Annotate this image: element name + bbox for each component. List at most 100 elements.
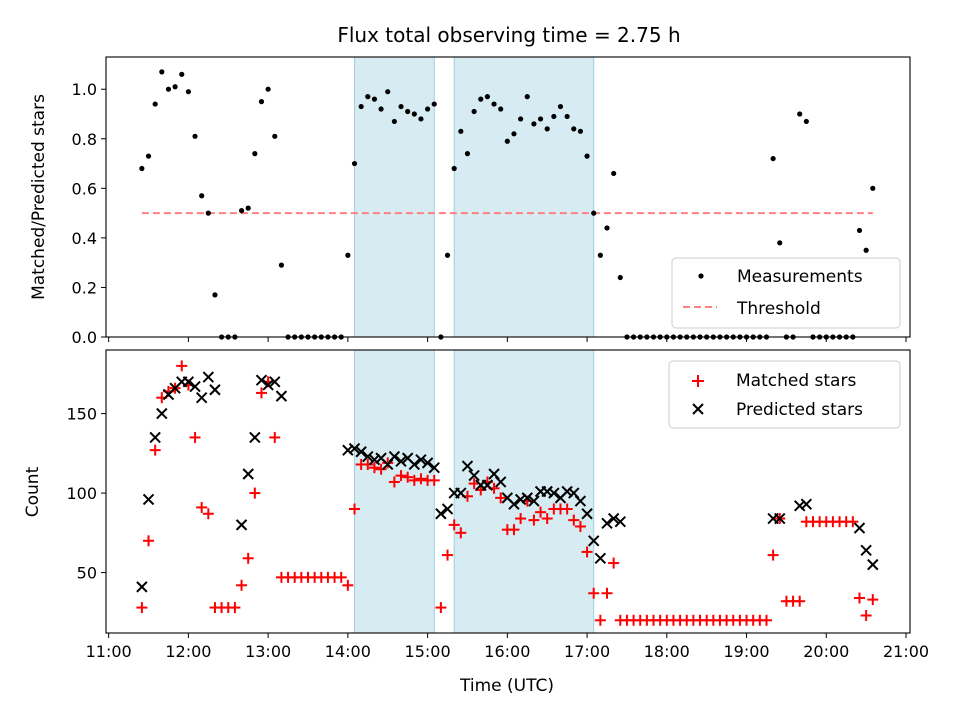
top-shaded-intervals bbox=[354, 56, 595, 338]
top-legend-box bbox=[671, 257, 901, 329]
predicted-star-point bbox=[428, 461, 440, 474]
predicted-star-point bbox=[156, 407, 168, 420]
bottom-y-tick-label: 150 bbox=[66, 405, 97, 424]
predicted-star-point bbox=[242, 468, 254, 480]
measurement-point bbox=[265, 86, 271, 92]
measurement-point bbox=[152, 101, 158, 107]
predicted-star-point bbox=[355, 446, 367, 458]
matched-star-point bbox=[136, 602, 148, 614]
matched-star-point bbox=[794, 595, 806, 607]
predicted-star-point bbox=[408, 458, 421, 471]
matched-star-point bbox=[515, 513, 527, 525]
measurement-point bbox=[444, 252, 451, 258]
measurement-point bbox=[172, 84, 178, 90]
bottom-panel: 11:00 12:00 13:00 14:00 15:00 16:00 17:00 18:00… bbox=[23, 349, 929, 696]
x-tick-label: 17:00 bbox=[564, 642, 610, 661]
matched-star-point bbox=[854, 592, 866, 604]
bottom-y-axis-label: Count bbox=[23, 466, 43, 517]
x-tick-label: 14:00 bbox=[325, 642, 371, 661]
x-tick-label: 20:00 bbox=[803, 642, 849, 661]
matched-star-point bbox=[574, 520, 586, 532]
measurement-point bbox=[431, 101, 437, 107]
matched-star-point bbox=[508, 524, 520, 536]
matched-star-point bbox=[561, 503, 573, 515]
measurement-point bbox=[185, 89, 191, 95]
chart-title: Flux total observing time = 2.75 h bbox=[337, 23, 680, 47]
predicted-stars-series bbox=[136, 371, 879, 593]
matched-star-point bbox=[242, 552, 254, 564]
legend-predicted-marker bbox=[692, 403, 704, 415]
matched-star-point bbox=[335, 571, 347, 583]
matched-star-point bbox=[382, 457, 394, 469]
matched-star-point bbox=[535, 506, 547, 518]
predicted-star-point bbox=[209, 384, 221, 396]
matched-star-point bbox=[176, 360, 188, 372]
top-y-axis-label: Matched/Predicted stars bbox=[29, 94, 49, 300]
predicted-star-point bbox=[860, 544, 872, 557]
predicted-star-point bbox=[202, 371, 215, 383]
predicted-star-point bbox=[388, 450, 401, 463]
matched-star-point bbox=[196, 501, 208, 513]
measurement-point bbox=[797, 111, 803, 117]
legend-measurements-label: Measurements bbox=[737, 267, 863, 287]
measurement-point bbox=[557, 103, 564, 110]
predicted-star-point bbox=[514, 493, 527, 506]
measurement-point bbox=[252, 151, 258, 157]
predicted-star-point bbox=[481, 479, 494, 491]
measurement-point bbox=[478, 96, 484, 102]
predicted-star-point bbox=[362, 450, 374, 463]
measurement-point bbox=[518, 116, 524, 122]
matched-star-point bbox=[760, 614, 772, 626]
predicted-star-point bbox=[461, 460, 474, 472]
measurement-point bbox=[544, 126, 550, 132]
predicted-star-point bbox=[455, 487, 467, 499]
measurement-point bbox=[278, 262, 285, 268]
measurement-point bbox=[358, 103, 364, 110]
predicted-star-point bbox=[521, 492, 533, 504]
measurement-point bbox=[471, 108, 477, 115]
measurement-point bbox=[856, 227, 863, 234]
matched-star-point bbox=[342, 579, 354, 591]
predicted-star-point bbox=[395, 455, 407, 467]
measurement-point bbox=[418, 116, 424, 122]
predicted-star-point bbox=[235, 519, 248, 531]
matched-star-point bbox=[189, 431, 201, 443]
matched-star-point bbox=[408, 474, 420, 486]
measurement-point bbox=[591, 210, 597, 216]
measurement-point bbox=[398, 103, 404, 110]
bottom-legend: Matched stars Predicted stars bbox=[668, 360, 901, 429]
matched-star-point bbox=[143, 535, 155, 547]
measurement-point bbox=[498, 106, 504, 112]
matched-star-point bbox=[860, 610, 872, 622]
measurement-point bbox=[378, 106, 384, 112]
x-tick-label: 13:00 bbox=[245, 642, 291, 661]
bottom-y-tick-label: 50 bbox=[77, 564, 97, 583]
measurement-point bbox=[405, 108, 411, 115]
bottom-axes-frame bbox=[105, 349, 911, 634]
measurement-point bbox=[863, 247, 869, 253]
predicted-star-point bbox=[588, 535, 600, 547]
matched-star-point bbox=[568, 514, 580, 526]
measurement-point bbox=[617, 274, 623, 281]
matched-star-point bbox=[402, 471, 414, 483]
predicted-star-point bbox=[468, 469, 480, 482]
matched-star-point bbox=[608, 557, 620, 569]
matched-star-point bbox=[236, 579, 248, 591]
matched-star-point bbox=[349, 503, 361, 515]
predicted-star-point bbox=[494, 476, 507, 488]
matched-star-point bbox=[767, 549, 779, 561]
top-y-tick-label: 0.0 bbox=[72, 328, 97, 347]
top-panel: 0.0 0.2 0.4 0.6 0.8 1.0 Matched/Predicted sta… bbox=[29, 56, 911, 347]
measurement-point bbox=[351, 160, 358, 167]
matched-star-point bbox=[867, 594, 879, 606]
legend-threshold-label: Threshold bbox=[736, 299, 821, 319]
predicted-star-point bbox=[793, 500, 806, 512]
matched-star-point bbox=[495, 492, 507, 504]
shaded-interval bbox=[453, 349, 595, 634]
x-tick-label: 21:00 bbox=[883, 642, 929, 661]
predicted-star-point bbox=[561, 485, 573, 498]
shaded-interval bbox=[354, 349, 435, 634]
matched-star-point bbox=[581, 546, 593, 558]
top-y-tick-label: 1.0 bbox=[72, 80, 97, 99]
